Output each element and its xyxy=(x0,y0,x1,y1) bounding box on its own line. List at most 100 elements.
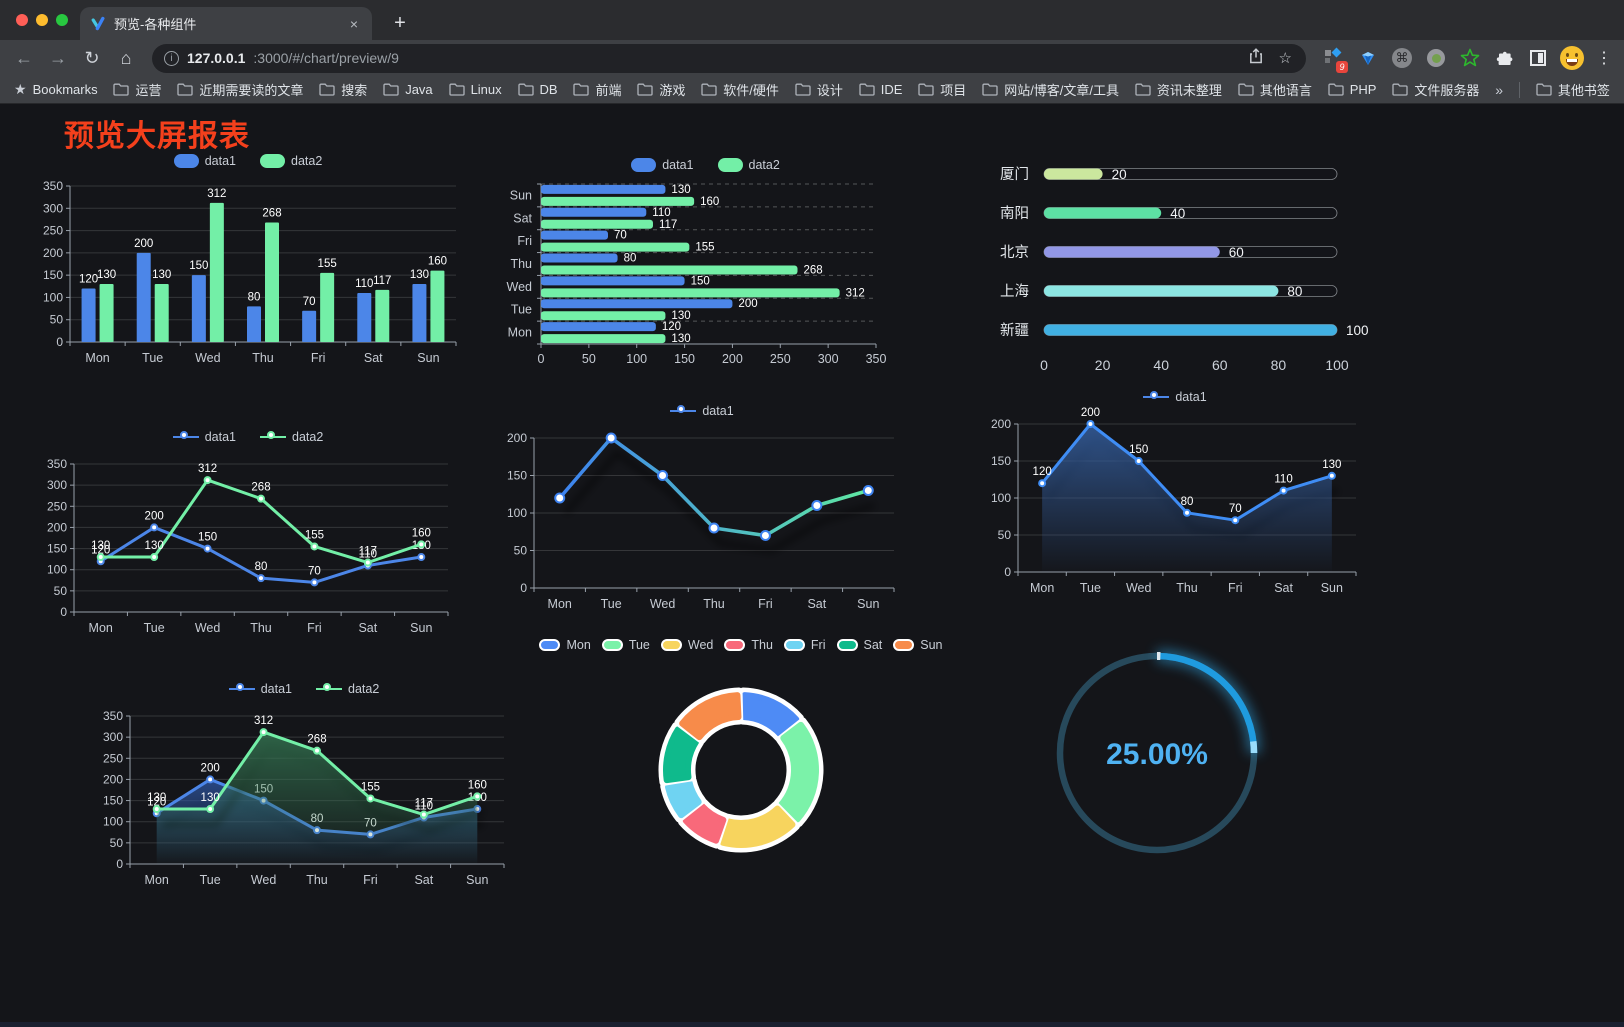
green-star-extension-icon[interactable] xyxy=(1458,46,1482,70)
bookmark-star-icon[interactable]: ☆ xyxy=(1278,50,1292,67)
bookmark-folder[interactable]: 游戏 xyxy=(637,80,685,99)
bookmark-folder[interactable]: 软件/硬件 xyxy=(701,80,779,99)
chart-canvas[interactable]: 25.00% xyxy=(1040,640,1276,876)
legend-item-data2[interactable]: data2 xyxy=(316,682,379,696)
svg-text:50: 50 xyxy=(50,313,64,327)
svg-text:100: 100 xyxy=(507,506,527,520)
legend-item-Tue[interactable]: Tue xyxy=(601,638,650,652)
browser-menu-icon[interactable]: ⋮ xyxy=(1596,50,1612,67)
bookmark-folder[interactable]: 前端 xyxy=(573,80,622,99)
bookmarks-overflow-chevron[interactable]: » xyxy=(1495,81,1504,98)
bookmark-root[interactable]: ★ Bookmarks xyxy=(14,81,98,98)
legend-item-data2[interactable]: data2 xyxy=(260,430,323,444)
legend-item-data1[interactable]: data1 xyxy=(670,404,734,418)
svg-text:Wed: Wed xyxy=(195,351,221,365)
legend-item-Wed[interactable]: Wed xyxy=(660,638,713,652)
chart-canvas[interactable]: 0 50 100 150 200 250 300 350 Mon Tue Wed Thu Fri Sat S… xyxy=(36,448,460,640)
back-icon[interactable]: ← xyxy=(15,47,33,68)
browser-tab[interactable]: 预览-各种组件 × xyxy=(80,7,372,40)
legend-item-Mon[interactable]: Mon xyxy=(539,638,591,652)
legend-label: data1 xyxy=(662,158,694,172)
svg-text:50: 50 xyxy=(54,584,68,598)
legend-item-Fri[interactable]: Fri xyxy=(783,638,826,652)
legend-item-data2[interactable]: data2 xyxy=(717,158,780,172)
legend-item-data1[interactable]: data1 xyxy=(173,154,236,168)
svg-text:130: 130 xyxy=(671,310,690,322)
legend-item-data2[interactable]: data2 xyxy=(260,154,322,168)
chart-canvas[interactable]: 0 50 100 150 200 250 300 350 Mon Tue Wed Thu Fri Sat S… xyxy=(32,172,464,370)
chart-canvas[interactable]: 0 50 100 150 200 Mon Tue Wed Thu Fri Sat Sun xyxy=(498,422,906,616)
series-data2: 130 130 312 268 155 117 160 xyxy=(97,188,447,342)
legend-label: Tue xyxy=(628,638,650,652)
svg-text:Tue: Tue xyxy=(1080,581,1101,595)
reload-icon[interactable]: ↻ xyxy=(84,47,100,68)
chart-canvas[interactable] xyxy=(546,656,936,888)
svg-text:120: 120 xyxy=(147,796,166,808)
bookmark-other[interactable]: 其他书签 xyxy=(1536,80,1610,99)
extensions-puzzle-icon[interactable] xyxy=(1492,46,1516,70)
bookmark-folder[interactable]: DB xyxy=(517,82,558,97)
url-path: :3000/#/chart/preview/9 xyxy=(253,50,399,66)
home-icon[interactable]: ⌂ xyxy=(120,47,132,68)
command-extension-icon[interactable]: ⌘ xyxy=(1390,46,1414,70)
folder-icon xyxy=(795,83,811,96)
bookmark-folder[interactable]: 近期需要读的文章 xyxy=(177,80,303,99)
legend-item-data1[interactable]: data1 xyxy=(631,158,694,172)
zoom-window-button[interactable] xyxy=(56,14,68,26)
svg-text:200: 200 xyxy=(47,520,67,534)
tab-close-icon[interactable]: × xyxy=(349,15,358,32)
bookmark-folder[interactable]: 网站/博客/文章/工具 xyxy=(982,80,1119,99)
svg-text:上海: 上海 xyxy=(1000,283,1029,300)
svg-text:130: 130 xyxy=(671,184,690,196)
legend-item-data1[interactable]: data1 xyxy=(1143,390,1207,404)
new-tab-button[interactable]: + xyxy=(394,11,406,34)
url-host: 127.0.0.1 xyxy=(187,50,246,66)
bookmark-folder[interactable]: 项目 xyxy=(918,80,966,99)
tab-favicon xyxy=(91,16,105,31)
legend-item-Sun[interactable]: Sun xyxy=(893,638,943,652)
minimize-window-button[interactable] xyxy=(36,14,48,26)
share-icon[interactable] xyxy=(1245,48,1267,68)
bookmark-label: 设计 xyxy=(816,83,843,98)
svg-text:200: 200 xyxy=(991,417,1011,431)
folder-icon xyxy=(1135,83,1151,96)
svg-text:160: 160 xyxy=(468,779,487,791)
svg-text:80: 80 xyxy=(624,253,637,265)
svg-text:Sun: Sun xyxy=(410,621,432,635)
legend-item-data1[interactable]: data1 xyxy=(172,430,236,444)
chart-canvas[interactable]: 0 50 100 150 200 250 300 350 Sun Sat Fri Thu Wed Tue M… xyxy=(503,176,908,370)
legend-line-icon xyxy=(228,683,255,695)
bookmark-folder[interactable]: 资讯未整理 xyxy=(1135,80,1222,99)
legend-item-data1[interactable]: data1 xyxy=(228,682,292,696)
tampermonkey-extension-icon[interactable]: 9 xyxy=(1322,46,1348,73)
svg-text:新疆: 新疆 xyxy=(1000,322,1029,339)
chart-canvas[interactable]: 厦门 20 南阳 40 北京 60 上海 80 新疆 100 0 20 40 60 80 100 xyxy=(985,158,1377,388)
bookmark-folder[interactable]: IDE xyxy=(859,82,902,97)
close-window-button[interactable] xyxy=(16,14,28,26)
svg-text:150: 150 xyxy=(691,275,710,287)
legend-line-icon xyxy=(172,431,199,443)
bookmark-folder[interactable]: Linux xyxy=(448,82,502,97)
svg-text:80: 80 xyxy=(1271,357,1287,373)
legend-item-Sat[interactable]: Sat xyxy=(836,638,882,652)
bookmark-folder[interactable]: 设计 xyxy=(795,80,843,99)
address-bar[interactable]: i 127.0.0.1 :3000/#/chart/preview/9 ☆ xyxy=(152,43,1306,73)
dot-circle-extension-icon[interactable] xyxy=(1424,46,1448,70)
bookmark-folder[interactable]: PHP xyxy=(1328,82,1376,97)
bookmark-folder[interactable]: Java xyxy=(383,82,433,97)
legend-item-Thu[interactable]: Thu xyxy=(724,638,773,652)
bookmark-folder[interactable]: 文件服务器 xyxy=(1392,80,1479,99)
site-info-icon[interactable]: i xyxy=(164,50,179,66)
svg-text:0: 0 xyxy=(520,581,527,595)
chart-canvas[interactable]: 0 50 100 150 200 250 300 350 Mon Tue Wed Thu Fri Sat S… xyxy=(92,700,516,892)
bookmark-label: Java xyxy=(405,82,433,97)
dark-mode-extension-icon[interactable] xyxy=(1526,46,1550,70)
gem-extension-icon[interactable] xyxy=(1356,46,1380,70)
profile-avatar[interactable] xyxy=(1560,46,1584,70)
forward-icon[interactable]: → xyxy=(49,47,67,68)
folder-icon xyxy=(982,83,998,96)
bookmark-folder[interactable]: 搜索 xyxy=(319,80,367,99)
bookmark-folder[interactable]: 其他语言 xyxy=(1238,80,1312,99)
bookmark-folder[interactable]: 运营 xyxy=(113,80,162,99)
